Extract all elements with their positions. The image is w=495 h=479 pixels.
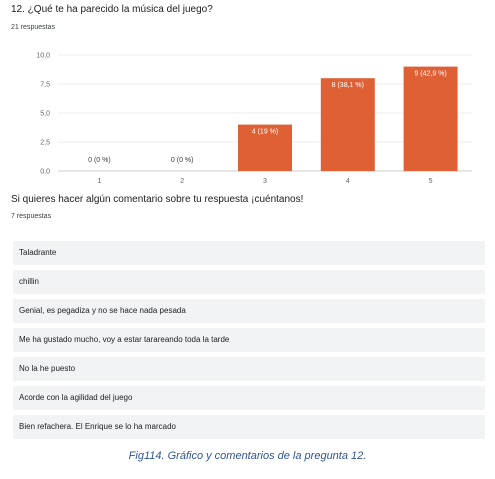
response-item: Genial, es pegadiza y no se hace nada pe… bbox=[13, 299, 485, 323]
question-1-title: 12. ¿Qué te ha parecido la música del ju… bbox=[11, 4, 213, 15]
response-list: Taladrante chillin Genial, es pegadiza y… bbox=[13, 241, 485, 444]
x-tick-label: 5 bbox=[429, 178, 433, 185]
figure-caption: Fig114. Gráfico y comentarios de la preg… bbox=[128, 450, 367, 462]
bar-chart: 0,0 2,5 5,0 7,5 10,0 0 (0 %) 1 0 (0 %) 2 4 (19 %)… bbox=[36, 53, 472, 185]
y-tick-label: 2,5 bbox=[40, 140, 50, 147]
x-tick-label: 3 bbox=[263, 178, 267, 185]
bar bbox=[238, 124, 292, 171]
response-item: No la he puesto bbox=[13, 357, 485, 381]
x-tick-label: 1 bbox=[97, 178, 101, 185]
question-2-title: Si quieres hacer algún comentario sobre … bbox=[11, 194, 304, 205]
data-label: 8 (38,1 %) bbox=[332, 82, 364, 89]
bar bbox=[403, 66, 458, 171]
y-tick-label: 5,0 bbox=[40, 111, 50, 118]
y-tick-label: 7,5 bbox=[40, 82, 50, 89]
response-item: Me ha gustado mucho, voy a estar tararea… bbox=[13, 328, 485, 352]
data-label: 9 (42,9 %) bbox=[414, 71, 446, 78]
y-tick-label: 10,0 bbox=[36, 53, 50, 60]
data-label: 0 (0 %) bbox=[171, 157, 194, 164]
response-item: Taladrante bbox=[13, 241, 485, 265]
y-tick-label: 0,0 bbox=[40, 169, 50, 176]
data-label: 0 (0 %) bbox=[88, 157, 111, 164]
response-item: Acorde con la agilidad del juego bbox=[13, 386, 485, 410]
data-label: 4 (19 %) bbox=[252, 129, 278, 136]
response-item: Bien refachera. El Enrique se lo ha marc… bbox=[13, 415, 485, 439]
question-1-response-count: 21 respuestas bbox=[11, 24, 55, 31]
response-item: chillin bbox=[13, 270, 485, 294]
question-2-response-count: 7 respuestas bbox=[11, 213, 52, 220]
x-tick-label: 2 bbox=[180, 178, 184, 185]
x-tick-label: 4 bbox=[346, 178, 350, 185]
bar bbox=[320, 78, 375, 171]
